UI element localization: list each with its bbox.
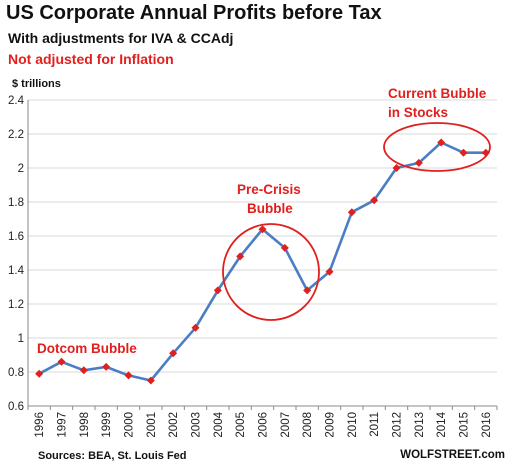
x-tick-label: 2013 <box>414 412 426 438</box>
y-tick-labels: 0.6 0.8 1 1.2 1.4 1.6 1.8 2 2.2 2.4 <box>8 95 25 413</box>
y-tick-label: 1.6 <box>8 231 24 243</box>
x-tick-label: 2006 <box>258 412 270 438</box>
y-tick-label: 2 <box>18 163 24 175</box>
data-point <box>213 286 222 295</box>
y-tick-label: 0.6 <box>8 401 24 413</box>
annotation-bubble: Bubble <box>247 201 293 216</box>
chart-subtitle: With adjustments for IVA & CCAdj <box>8 30 234 46</box>
data-point <box>236 252 245 261</box>
data-point <box>124 371 133 380</box>
pre-crisis-bubble-circle <box>222 223 320 321</box>
x-tick-label: 1998 <box>79 412 91 438</box>
y-axis-label: $ trillions <box>12 78 61 90</box>
data-point <box>280 243 289 252</box>
data-point <box>191 323 200 332</box>
data-point <box>325 267 334 276</box>
x-tick-label: 2012 <box>392 412 404 438</box>
data-point <box>437 138 446 147</box>
data-point <box>57 357 66 366</box>
x-tick-label: 2007 <box>280 412 292 438</box>
data-point <box>459 148 468 157</box>
x-tick-label: 2000 <box>124 412 136 438</box>
x-tick-label: 2016 <box>481 412 493 438</box>
y-tick-label: 1.8 <box>8 197 24 209</box>
x-tick-label: 2001 <box>146 412 158 438</box>
x-tick-label: 2014 <box>436 411 448 437</box>
data-point <box>35 369 44 378</box>
series-group <box>35 138 490 385</box>
data-point <box>102 362 111 371</box>
annotation-dotcom-bubble: Dotcom Bubble <box>37 341 137 356</box>
annotation-pre-crisis: Pre-Crisis <box>237 182 301 197</box>
data-point <box>169 349 178 358</box>
x-tick-label: 2010 <box>347 412 359 438</box>
x-tick-labels: 1996 1997 1998 1999 2000 2001 2002 2003 2004 2005… <box>34 411 493 437</box>
source-note: Sources: BEA, St. Louis Fed <box>38 450 187 462</box>
data-point <box>258 225 267 234</box>
chart-title: US Corporate Annual Profits before Tax <box>6 2 382 24</box>
brand-logo: WOLFSTREET.com <box>400 449 505 461</box>
y-tick-label: 1 <box>18 333 24 345</box>
annotation-current-bubble: Current Bubble <box>388 86 487 101</box>
y-tick-label: 2.4 <box>8 95 25 107</box>
y-tick-label: 1.4 <box>8 265 25 277</box>
data-point <box>303 286 312 295</box>
x-tick-label: 1996 <box>34 412 46 438</box>
gridlines <box>28 99 497 373</box>
data-point <box>392 164 401 172</box>
x-tick-label: 1999 <box>101 412 113 438</box>
x-tick-label: 2011 <box>369 412 381 437</box>
x-tick-label: 2009 <box>325 412 337 438</box>
x-tick-label: 2003 <box>191 412 203 438</box>
data-point <box>414 158 423 167</box>
data-point <box>370 196 379 205</box>
annotations-group: Dotcom Bubble Pre-Crisis Bubble Current … <box>37 86 491 356</box>
x-tick-label: 1997 <box>57 412 69 438</box>
x-tick-label: 2002 <box>168 412 180 438</box>
annotation-in-stocks: in Stocks <box>388 105 448 120</box>
data-point <box>79 366 88 375</box>
x-tick-label: 2008 <box>302 412 314 438</box>
y-tick-label: 0.8 <box>8 367 24 379</box>
x-tick-label: 2005 <box>235 412 247 438</box>
y-tick-label: 1.2 <box>8 299 24 311</box>
inflation-note: Not adjusted for Inflation <box>8 51 174 67</box>
data-point <box>347 208 356 217</box>
current-bubble-ellipse <box>383 122 491 172</box>
x-tick-label: 2004 <box>213 411 225 437</box>
data-point <box>146 376 155 385</box>
x-tick-label: 2015 <box>459 412 471 438</box>
axes <box>27 100 498 410</box>
y-tick-label: 2.2 <box>8 129 24 141</box>
